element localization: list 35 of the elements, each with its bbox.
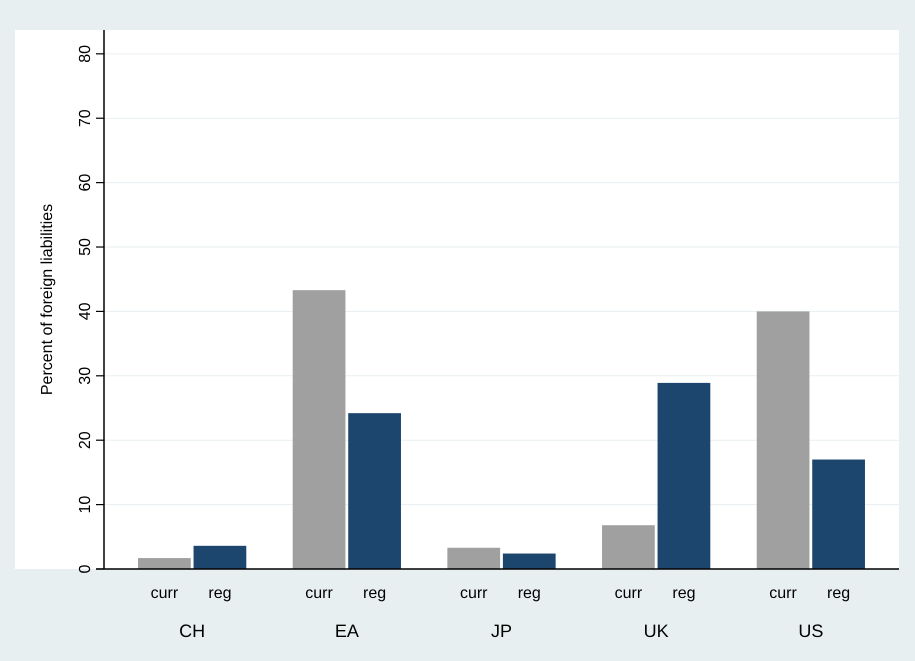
bar [194,546,246,569]
y-tick-label: 0 [77,564,94,574]
y-tick-label: 60 [77,174,94,192]
x-tick-label: US [798,621,824,641]
y-tick-label: 30 [77,366,94,385]
text: reg [672,585,696,602]
series-label: curr [150,585,179,602]
bar [812,460,865,569]
text: curr [305,585,333,602]
bar [502,554,556,569]
y-tick-label: 20 [77,431,94,450]
bar [292,290,346,569]
x-tick-label: UK [644,621,669,641]
text: reg [518,585,541,602]
text: curr [460,585,488,602]
bar [447,548,500,569]
text: reg [363,585,386,602]
x-tick-label: JP [490,621,512,641]
bar [756,311,810,569]
bar [138,558,191,569]
bar [602,525,655,569]
text: curr [769,585,797,602]
y-tick-label: 80 [77,44,94,63]
series-label: reg [208,585,232,602]
bar [658,382,710,569]
y-tick-label: 10 [77,496,94,514]
x-tick-label: EA [334,621,359,641]
x-tick-label: CH [179,621,206,641]
y-axis-title: Percent of foreign liabilities [39,204,56,396]
text: curr [614,585,642,602]
y-tick-label: 50 [77,238,94,256]
text: reg [827,585,850,602]
bar [348,413,401,569]
y-tick-label: 70 [77,109,94,128]
y-tick-label: 40 [77,302,94,320]
